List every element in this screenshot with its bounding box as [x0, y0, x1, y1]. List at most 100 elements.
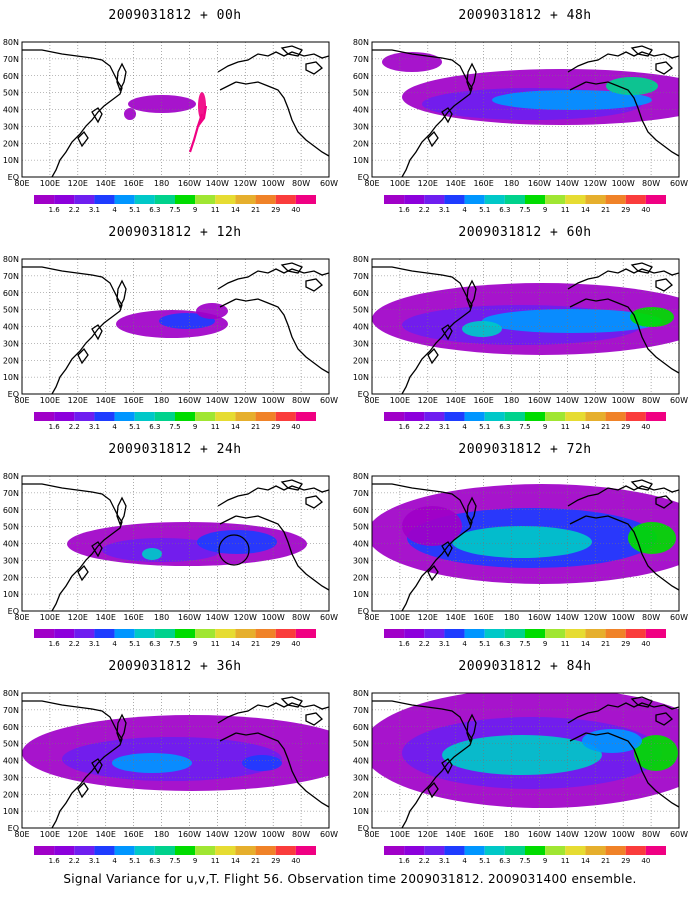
latitude-label: EQ: [8, 390, 19, 399]
longitude-label: 160W: [178, 179, 201, 188]
colorbar-label: 1.6: [49, 423, 61, 431]
colorbar-label: 21: [251, 206, 260, 214]
colorbar-swatch: [295, 412, 316, 421]
colorbar-swatch: [235, 629, 256, 638]
latitude-label: 10N: [3, 590, 19, 599]
latitude-label: 40N: [353, 106, 369, 115]
coastline: [466, 713, 477, 743]
longitude-label: 120W: [234, 830, 257, 839]
coastline: [219, 732, 237, 742]
colorbar-label: 5.1: [479, 857, 490, 865]
colorbar-swatch: [565, 629, 586, 638]
latitude-label: 20N: [353, 139, 369, 148]
coastline: [22, 700, 123, 828]
longitude-label: 160W: [528, 613, 551, 622]
colorbar-swatch: [195, 195, 216, 204]
coastline: [235, 732, 329, 808]
coastline: [466, 496, 477, 526]
colorbar-swatch: [255, 846, 276, 855]
latitude-label: 10N: [3, 807, 19, 816]
colorbar-swatch: [545, 846, 566, 855]
coastline: [219, 515, 237, 525]
colorbar-label: 4: [462, 423, 467, 431]
latitude-label: 50N: [353, 89, 369, 98]
latitude-label: 40N: [3, 323, 19, 332]
latitude-label: 10N: [3, 156, 19, 165]
latitude-label: 70N: [353, 272, 369, 281]
longitude-label: 160W: [178, 830, 201, 839]
colorbar-swatch: [424, 846, 445, 855]
colorbar-label: 40: [291, 640, 300, 648]
colorbar-label: 4: [112, 423, 117, 431]
longitude-label: 120W: [584, 179, 607, 188]
colorbar-swatch: [34, 412, 55, 421]
latitude-label: 10N: [3, 373, 19, 382]
colorbar-label: 6.3: [149, 857, 160, 865]
colorbar-swatch: [545, 412, 566, 421]
variance-contour: [606, 77, 658, 95]
colorbar-label: 14: [231, 423, 240, 431]
panel-title: 2009031812 + 12h: [108, 225, 242, 240]
coastline: [372, 49, 473, 177]
longitude-label: 160E: [123, 613, 143, 622]
colorbar-swatch: [444, 846, 465, 855]
latitude-label: 60N: [353, 723, 369, 732]
colorbar-swatch: [404, 846, 425, 855]
colorbar-swatch: [565, 846, 586, 855]
colorbar-swatch: [255, 629, 276, 638]
colorbar-swatch: [74, 412, 95, 421]
colorbar-label: 40: [291, 857, 300, 865]
colorbar-swatch: [444, 629, 465, 638]
colorbar-label: 11: [211, 857, 220, 865]
longitude-label: 120W: [584, 830, 607, 839]
longitude-label: 100W: [262, 179, 285, 188]
coastline: [441, 107, 453, 124]
longitude-label: 180: [154, 179, 169, 188]
longitude-label: 60W: [670, 396, 688, 405]
coastline: [22, 49, 123, 177]
colorbar-label: 9: [193, 423, 197, 431]
colorbar-swatch: [424, 629, 445, 638]
colorbar-label: 2.2: [419, 640, 430, 648]
colorbar-swatch: [484, 412, 505, 421]
latitude-label: 50N: [353, 306, 369, 315]
longitude-label: 120E: [418, 830, 438, 839]
longitude-label: 140W: [206, 613, 229, 622]
colorbar-swatch: [504, 195, 525, 204]
coastline: [427, 347, 439, 365]
latitude-label: 50N: [353, 740, 369, 749]
longitude-label: 80W: [292, 179, 310, 188]
coastline: [235, 298, 329, 374]
coastline: [655, 278, 673, 292]
latitude-label: 40N: [3, 540, 19, 549]
colorbar-label: 5.1: [479, 640, 490, 648]
forecast-panel: 2009031812 + 72h 80N 70N 60N 50N 40N 30N 20N 10N…: [350, 434, 700, 651]
longitude-label: 100W: [262, 830, 285, 839]
coastline: [116, 496, 127, 526]
latitude-label: 70N: [3, 272, 19, 281]
longitude-label: 80E: [364, 179, 379, 188]
coastline: [116, 279, 127, 309]
colorbar-swatch: [275, 195, 296, 204]
coastline: [77, 781, 89, 799]
coastline: [116, 62, 127, 92]
colorbar-label: 11: [561, 206, 570, 214]
coastline: [569, 732, 587, 742]
colorbar-label: 14: [231, 640, 240, 648]
longitude-label: 140W: [206, 396, 229, 405]
colorbar-label: 11: [211, 206, 220, 214]
forecast-panel: 2009031812 + 60h 80N 70N 60N 50N 40N 30N 20N 10N…: [350, 217, 700, 434]
colorbar-label: 4: [462, 640, 467, 648]
latitude-label: EQ: [358, 390, 369, 399]
coastline: [567, 702, 679, 724]
colorbar-swatch: [215, 412, 236, 421]
colorbar-label: 29: [271, 640, 280, 648]
longitude-label: 180: [504, 613, 519, 622]
colorbar-swatch: [94, 412, 115, 421]
latitude-label: 80N: [353, 38, 369, 47]
variance-contour: [102, 538, 222, 562]
latitude-label: 60N: [353, 72, 369, 81]
colorbar-swatch: [215, 195, 236, 204]
latitude-label: 30N: [3, 556, 19, 565]
